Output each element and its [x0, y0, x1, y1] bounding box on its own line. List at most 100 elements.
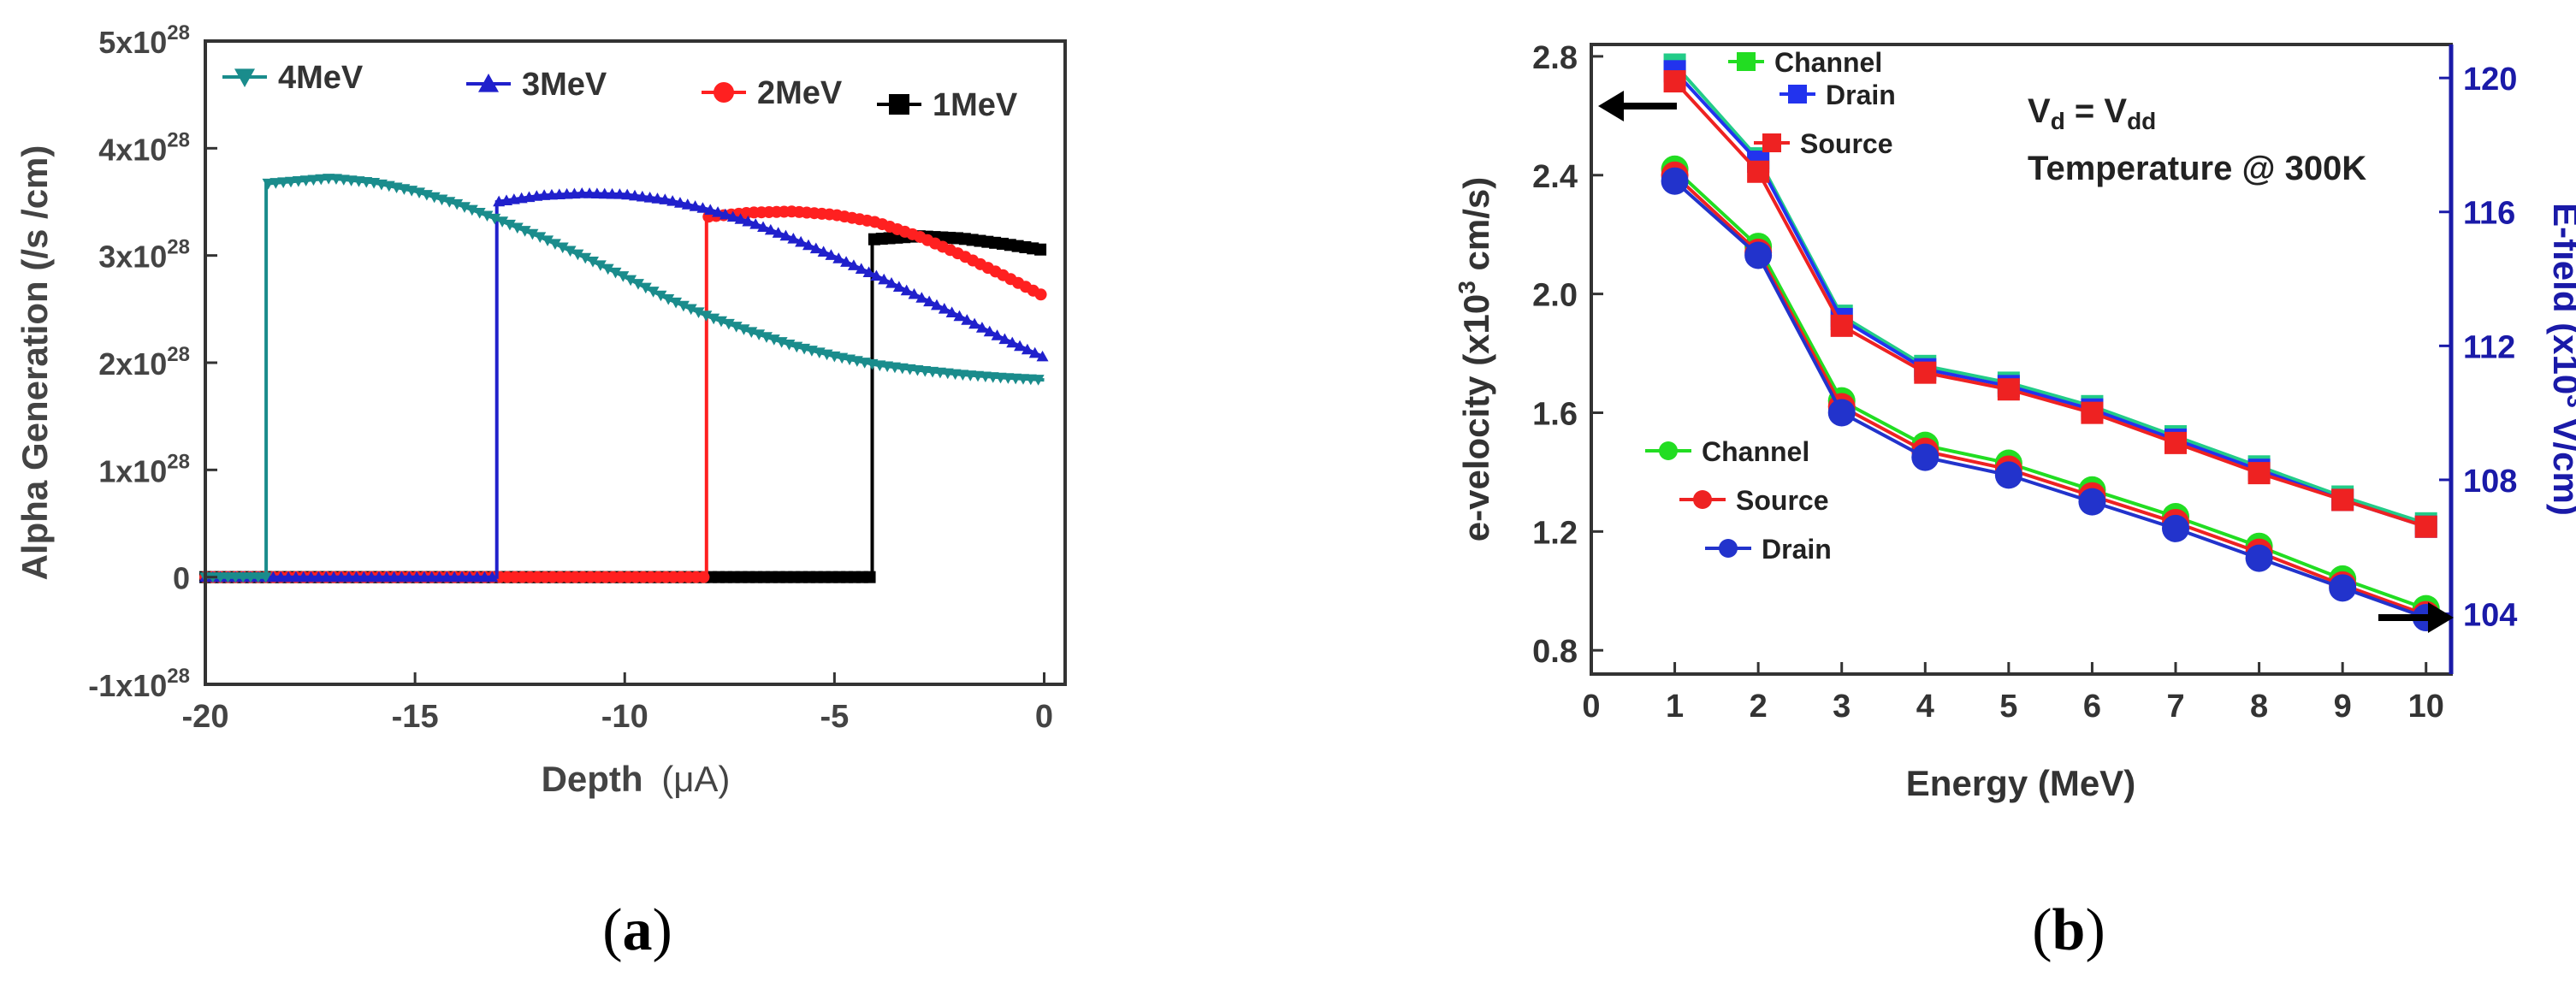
series-source-efield-point [2331, 488, 2354, 512]
series-source-efield-point [2164, 431, 2188, 454]
series-4MeV-point [586, 257, 599, 268]
series-3MeV-point [855, 263, 868, 274]
series-3MeV-point [380, 571, 393, 583]
series-3MeV-point [704, 204, 717, 215]
legend-velocity-channel: Channel [1645, 436, 1809, 467]
legend-efield-marker [1788, 85, 1807, 104]
series-4MeV-point [292, 175, 305, 187]
series-3MeV-point [1006, 336, 1019, 348]
series-1MeV-markers [199, 230, 1047, 583]
series-drain-velocity-point [1827, 399, 1856, 427]
series-3MeV-point [840, 256, 853, 267]
panel-a-y-axis-label: Alpha Generation (/s /cm) [15, 145, 55, 581]
series-3MeV-point [923, 295, 936, 307]
panel-b-y-axis-label: e-velocity (x103 cm/s) [1454, 177, 1496, 541]
series-3MeV-point [998, 333, 1011, 345]
series-3MeV-point [478, 571, 491, 583]
series-3MeV-point [297, 571, 310, 583]
panel-b-x-tick-label: 2 [1750, 689, 1768, 725]
panel-a-legend-label: 1MeV [933, 87, 1018, 123]
panel-a-caption: (a) [602, 897, 672, 963]
panel-b-x-tick-label: 0 [1582, 689, 1600, 725]
panel-a-y-tick-mantissa: 5x10 [98, 25, 167, 60]
panel-a-y-tick-mantissa: 2x10 [98, 346, 167, 382]
series-3MeV-point [892, 281, 905, 292]
series-source-efield-point [2247, 462, 2271, 485]
panel-a-legend-marker [478, 74, 499, 92]
series-3MeV-point [613, 188, 626, 199]
panel-b-caption-letter: b [2052, 897, 2086, 963]
series-3MeV-point [328, 571, 341, 583]
panel-a-y-tick-exponent: 28 [167, 450, 190, 473]
panel-a-caption-letter: a [623, 897, 653, 963]
series-4MeV-point [715, 316, 727, 328]
series-3MeV-point [659, 193, 672, 204]
series-3MeV-point [305, 571, 317, 583]
series-4MeV-point [237, 572, 250, 583]
series-3MeV-point [388, 571, 400, 583]
series-drain-velocity-point [1911, 443, 1939, 471]
series-source-efield-point [1830, 314, 1853, 337]
series-4MeV-point [609, 267, 622, 279]
legend-efield-drain: Drain [1780, 80, 1896, 110]
series-4MeV-point [662, 294, 675, 305]
series-3MeV-point [953, 310, 966, 322]
series-3MeV-point [456, 571, 469, 583]
series-drain-velocity-line [1673, 180, 2427, 619]
series-4MeV-point [692, 307, 705, 318]
series-source-velocity-line [1673, 174, 2427, 617]
panel-b-chart: 0 1 2 3 4 5 6 7 8 9 10 0.8 1.2 1.6 2.0 2.4 2.8 104 108 11… [1454, 40, 2576, 963]
series-drain-velocity-point [2078, 488, 2106, 516]
series-3MeV-point [938, 303, 950, 314]
series-3MeV-point [689, 200, 702, 211]
series-3MeV-point [1028, 346, 1041, 358]
panel-a-legend-1MeV: 1MeV [877, 87, 1018, 123]
series-3MeV-point [930, 299, 943, 311]
series-3MeV-point [448, 571, 461, 583]
panel-b-x-tick-label: 5 [1999, 689, 2017, 725]
series-3MeV-point [983, 325, 996, 337]
panel-a-legend-marker [714, 82, 734, 103]
series-3MeV-point [320, 571, 333, 583]
series-3MeV-point [1014, 340, 1027, 352]
series-3MeV-point [350, 571, 363, 583]
series-4MeV-point [244, 572, 257, 583]
legend-efield-channel: Channel [1728, 47, 1882, 78]
left-axis-arrow [1598, 91, 1677, 121]
panel-a-x-tick-label: -15 [392, 699, 439, 735]
series-4MeV-point [299, 175, 312, 186]
panel-a-y-tick-label: -1x1028 [88, 665, 190, 703]
series-3MeV-point [749, 218, 762, 229]
panel-a-legend-3MeV: 3MeV [466, 67, 607, 103]
series-2MeV-markers [199, 205, 1047, 583]
series-3MeV-point [726, 210, 739, 222]
series-3MeV-point [742, 215, 755, 227]
legend-velocity-label: Drain [1762, 534, 1832, 565]
series-4MeV-point [700, 311, 713, 322]
series-4MeV-point [548, 239, 561, 251]
series-3MeV-point [358, 571, 370, 583]
series-3MeV-point [342, 571, 355, 583]
vd-sub: d [2051, 108, 2065, 134]
panel-b-y-tick-label: 1.2 [1532, 515, 1578, 551]
series-4MeV-point [579, 252, 592, 264]
panel-b-y-tick-label: 2.0 [1532, 278, 1578, 314]
panel-a-y-tick-exponent: 28 [167, 665, 190, 688]
legend-efield-label: Channel [1774, 47, 1882, 78]
panel-a-y-tick-exponent: 28 [167, 21, 190, 44]
series-4MeV-point [571, 249, 584, 261]
series-3MeV-point [583, 187, 596, 198]
series-3MeV-point [908, 287, 921, 299]
panel-a-y-tick-mantissa: 4x10 [98, 132, 167, 167]
panel-b-x-tick-label: 8 [2250, 689, 2268, 725]
series-4MeV-point [252, 572, 264, 583]
series-4MeV-point [307, 175, 320, 186]
series-3MeV-point [365, 571, 378, 583]
panel-b-y-label-main: e-velocity (x10 [1456, 294, 1496, 542]
series-3MeV-point [900, 284, 913, 296]
series-3MeV-point [433, 571, 446, 583]
panel-a-y-tick-label: 5x1028 [98, 21, 190, 60]
series-4MeV-point [556, 242, 569, 254]
series-channel-velocity-line [1673, 168, 2427, 611]
